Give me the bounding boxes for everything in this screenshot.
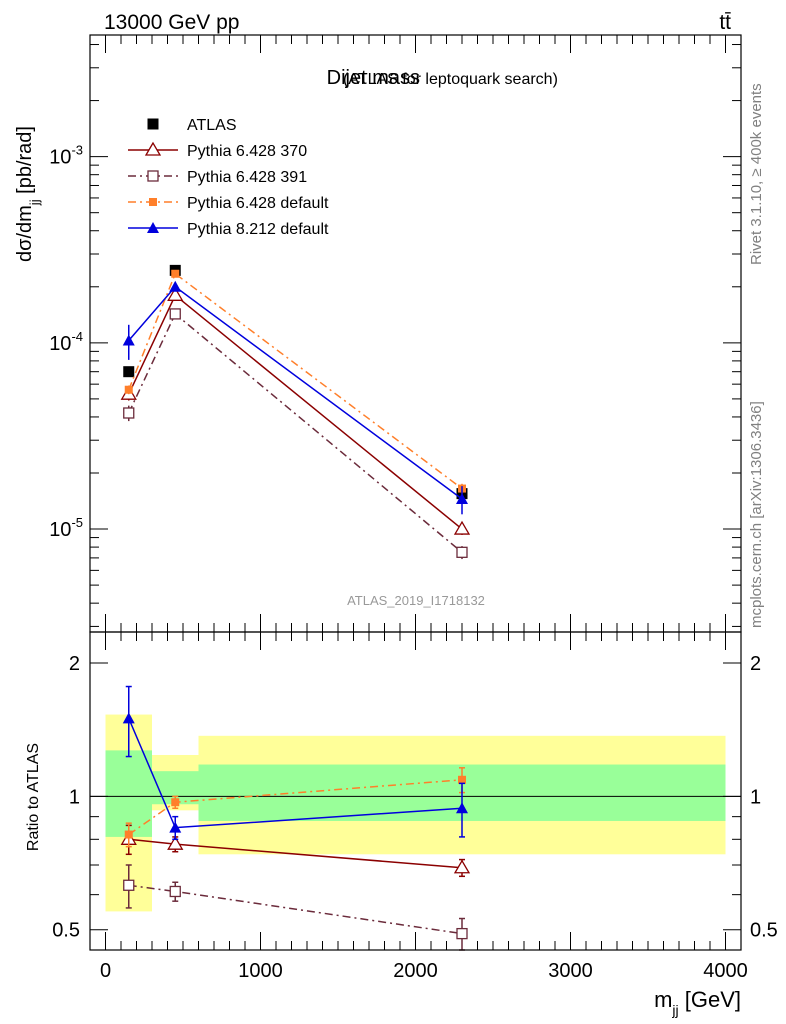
legend-entry-pythia-6-428-default: Pythia 6.428 default <box>128 195 329 212</box>
legend-entry-pythia-8-212-default: Pythia 8.212 default <box>128 221 329 238</box>
ratio-panel: 0.5 0.5 1 1 2 2 0 1000 2000 3000 4000 Ratio to ATL… <box>25 631 778 1018</box>
legend-label: Pythia 6.428 391 <box>187 169 307 186</box>
series-pythia-6-428-default <box>124 269 466 494</box>
x-tick-label: 0 <box>100 960 111 982</box>
rivet-label: Rivet 3.1.10, ≥ 400k events <box>748 83 765 265</box>
ratio-series <box>120 685 471 951</box>
ratio-y-tick-label-left: 0.5 <box>52 920 80 942</box>
ratio-y-tick-label-right: 1 <box>750 786 761 808</box>
data-point <box>169 280 182 292</box>
series-line <box>128 294 463 530</box>
data-point <box>456 546 468 558</box>
ratio-frame <box>89 631 742 951</box>
ratio-point <box>169 821 182 833</box>
legend-label: Pythia 6.428 default <box>187 195 329 212</box>
legend-entry-pythia-6-428-391: Pythia 6.428 391 <box>128 169 307 186</box>
main-y-tick-label: 10-3 <box>49 143 83 169</box>
data-point <box>167 287 184 301</box>
data-point <box>456 493 468 505</box>
series-line <box>128 272 463 490</box>
ratio-point <box>456 927 468 940</box>
main-ylabel-text: dσ/dmjj [pb/rad] <box>14 126 42 262</box>
data-point <box>124 385 133 394</box>
data-point <box>123 407 135 419</box>
ratio-point <box>456 802 468 814</box>
ratio-y-tick-label-left: 2 <box>69 653 80 675</box>
ratio-series-pythia-6-428-391 <box>123 864 468 951</box>
ratio-point <box>453 859 471 874</box>
ratio-point <box>171 798 180 807</box>
legend-label: Pythia 6.428 370 <box>187 143 307 160</box>
main-panel: 10-5 10-4 10-3 Dijet mass (ATLAS for lepto… <box>14 34 742 633</box>
ratio-point <box>167 835 184 850</box>
uncertainty-bands <box>105 714 726 912</box>
data-point <box>453 520 471 535</box>
ratio-series-pythia-8-212-default <box>122 685 468 841</box>
x-tick-label: 3000 <box>548 960 593 982</box>
ratio-axis-ticks: 0.5 0.5 1 1 2 2 0 1000 2000 3000 4000 <box>52 632 778 982</box>
legend-marker <box>147 118 159 130</box>
legend-marker <box>147 222 159 233</box>
ratio-y-tick-label-right: 0.5 <box>750 920 778 942</box>
x-tick-label: 1000 <box>238 960 283 982</box>
series-line <box>128 312 463 553</box>
chart-subtitle: (ATLAS for leptoquark search) <box>343 71 558 88</box>
data-point <box>171 269 180 278</box>
ratio-point <box>124 830 133 839</box>
ratio-point <box>458 775 466 784</box>
ratio-y-tick-label-right: 2 <box>750 653 761 675</box>
ratio-line <box>128 884 463 935</box>
main-y-tick-label: 10-5 <box>49 515 83 541</box>
analysis-id: ATLAS_2019_I1718132 <box>347 593 485 608</box>
series-pythia-8-212-default <box>122 280 468 515</box>
energy-label: 13000 GeV pp <box>104 11 239 34</box>
legend-label: Pythia 8.212 default <box>187 221 329 238</box>
chart-title: Dijet mass <box>327 67 420 89</box>
legend-marker <box>149 198 157 206</box>
legend: ATLAS Pythia 6.428 370 Pythia 6.428 391 Pyt… <box>128 117 329 238</box>
ratio-point <box>122 712 135 724</box>
series-pythia-6-428-391 <box>123 308 468 560</box>
main-series <box>120 264 471 560</box>
main-y-tick-label: 10-4 <box>49 329 83 355</box>
data-point <box>123 366 135 378</box>
source-label: mcplots.cern.ch [arXiv:1306.3436] <box>748 401 765 628</box>
ratio-ylabel: Ratio to ATLAS <box>25 743 42 851</box>
legend-entry-pythia-6-428-370: Pythia 6.428 370 <box>128 141 307 160</box>
ratio-series-pythia-6-428-default <box>124 767 466 848</box>
x-tick-label: 2000 <box>393 960 438 982</box>
legend-marker <box>147 170 159 182</box>
data-point <box>122 334 135 346</box>
ratio-y-tick-label-left: 1 <box>69 786 80 808</box>
legend-marker <box>144 141 162 156</box>
series-pythia-6-428-370 <box>120 287 471 535</box>
process-label: tt̄ <box>719 11 731 34</box>
data-point <box>169 308 181 320</box>
legend-label: ATLAS <box>187 117 237 134</box>
x-tick-label: 4000 <box>703 960 748 982</box>
ratio-point <box>123 879 135 891</box>
x-axis-label: mjj [GeV] <box>654 987 741 1018</box>
ratio-point <box>169 885 181 898</box>
main-ylabel: dσ/dmjj [pb/rad] <box>14 126 42 262</box>
legend-entry-atlas: ATLAS <box>147 117 237 134</box>
